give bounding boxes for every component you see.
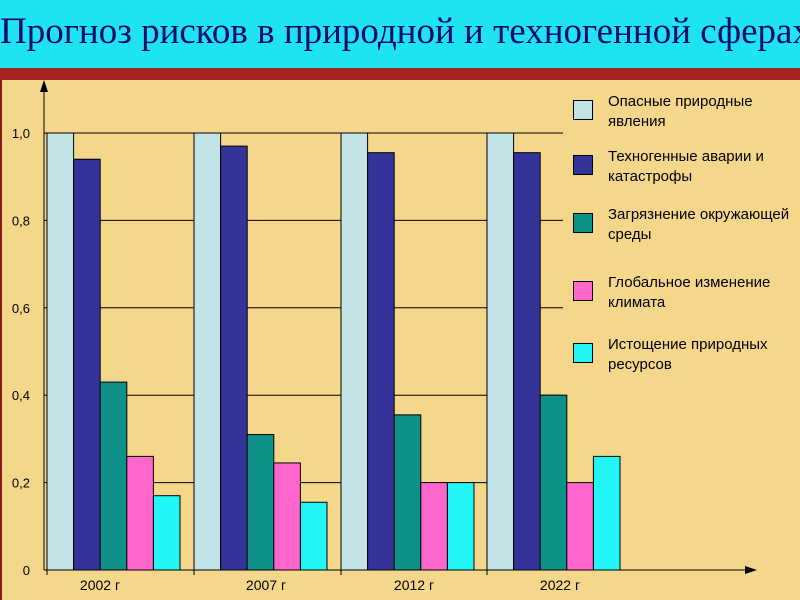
left-edge-line <box>0 80 2 600</box>
y-tick-label: 0,4 <box>12 388 30 403</box>
bar <box>220 145 248 571</box>
legend-swatch <box>573 100 593 120</box>
title-band <box>0 0 800 68</box>
y-tick-labels: 0 0,2 0,4 0,6 0,8 1,0 <box>12 126 30 578</box>
legend-label: Истощение природных ресурсов <box>608 336 768 373</box>
y-tick-label: 0,6 <box>12 301 30 316</box>
bar <box>367 152 395 571</box>
gridlines <box>44 132 563 484</box>
bar <box>592 455 621 571</box>
bar <box>193 132 222 571</box>
bar <box>446 482 475 571</box>
legend: Опасные природные явления Техногенные ав… <box>570 92 800 412</box>
y-tick-label: 1,0 <box>12 126 30 141</box>
page-title: Прогноз рисков в природной и техногенной… <box>0 11 800 52</box>
bar <box>126 455 154 571</box>
x-tick-label: 2002 г <box>80 577 120 593</box>
bar <box>566 482 594 571</box>
x-tick-label: 2012 г <box>394 577 434 593</box>
bar <box>513 152 541 571</box>
legend-label: Техногенные аварии и катастрофы <box>608 148 764 185</box>
legend-swatch <box>573 343 593 363</box>
bar <box>539 394 568 571</box>
bar <box>393 414 422 571</box>
x-tick-labels: 2002 г 2007 г 2012 г 2022 г <box>80 577 580 593</box>
y-axis-arrow <box>40 80 48 92</box>
bar <box>246 434 275 571</box>
x-axis-arrow <box>745 566 757 574</box>
legend-swatch <box>573 281 593 301</box>
bars <box>46 132 621 571</box>
legend-label: Загрязнение окружающей среды <box>608 206 790 243</box>
y-tick-label: 0 <box>23 563 30 578</box>
axes <box>40 80 757 575</box>
x-tick-label: 2022 г <box>540 577 580 593</box>
legend-swatch <box>573 155 593 175</box>
red-stripe <box>0 68 800 80</box>
y-tick-label: 0,2 <box>12 476 30 491</box>
bar <box>73 158 101 571</box>
bar <box>273 462 301 571</box>
bar <box>99 381 128 571</box>
bar <box>46 132 75 571</box>
y-tick-label: 0,8 <box>12 213 30 228</box>
bar <box>486 132 515 571</box>
bar <box>299 501 328 571</box>
legend-label: Опасные природные явления <box>608 93 753 130</box>
x-tick-label: 2007 г <box>246 577 286 593</box>
bar <box>420 482 448 571</box>
legend-label: Глобальное изменение климата <box>608 274 771 311</box>
bar <box>152 495 181 571</box>
bar <box>340 132 369 571</box>
legend-swatch <box>573 213 593 233</box>
